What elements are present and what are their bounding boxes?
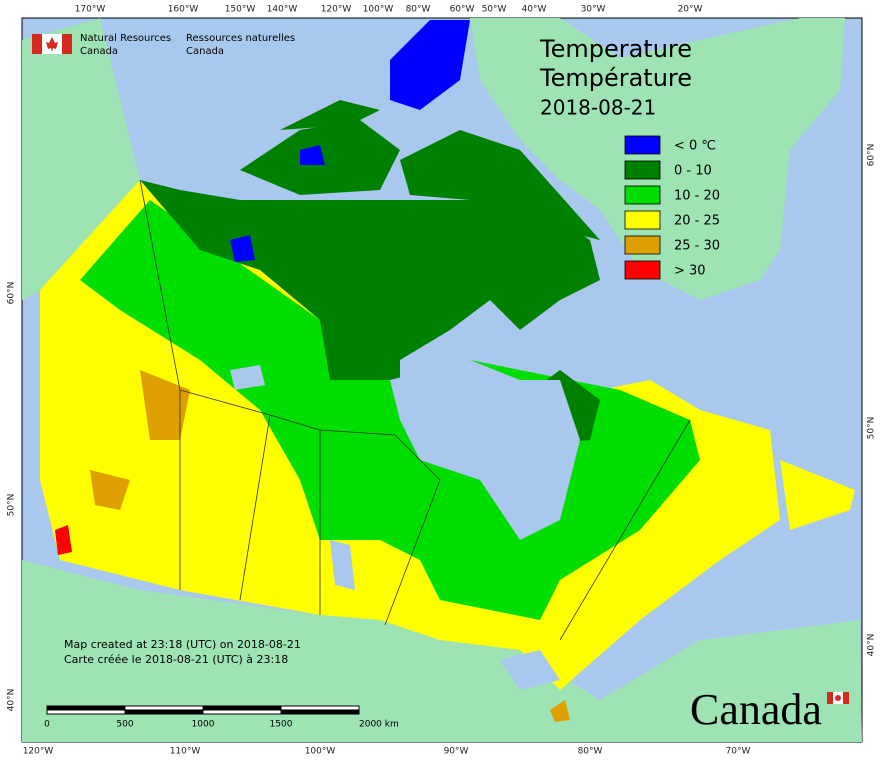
legend-swatch xyxy=(624,210,661,230)
zone xyxy=(390,20,470,110)
credit: Carte créée le 2018-08-21 (UTC) à 23:18 xyxy=(64,653,288,666)
zone xyxy=(780,460,855,530)
graticule-label: 100°W xyxy=(363,5,394,15)
zone xyxy=(400,130,600,240)
graticule-label: 60°N xyxy=(867,144,877,167)
graticule-label: 30°W xyxy=(581,5,606,15)
foreign-land xyxy=(22,18,862,742)
legend-label: > 30 xyxy=(674,264,706,279)
graticule-label: 60°W xyxy=(450,5,475,15)
legend-swatch xyxy=(624,260,661,280)
graticule-label: 60°N xyxy=(7,282,17,305)
graticule-label: 70°W xyxy=(726,747,751,757)
legend-swatch xyxy=(624,160,661,180)
zone xyxy=(230,235,255,262)
legend-label: 0 - 10 xyxy=(674,164,712,179)
graticule-label: 80°W xyxy=(578,747,603,757)
zone xyxy=(280,100,380,130)
graticule-label: 40°N xyxy=(867,634,877,657)
legend-label: < 0 ℃ xyxy=(674,139,716,154)
graticule-label: 120°W xyxy=(321,5,352,15)
wordmark: Canada xyxy=(690,685,822,734)
legend-swatch xyxy=(624,135,661,155)
legend-swatch xyxy=(624,235,661,255)
credit: Map created at 23:18 (UTC) on 2018-08-21 xyxy=(64,638,301,651)
legend: < 0 ℃ 0 - 10 10 - 20 20 - 25 25 - 30 > 30 xyxy=(624,135,720,280)
legend-label: 10 - 20 xyxy=(674,189,720,204)
legend-swatch xyxy=(624,185,661,205)
canada-flag xyxy=(827,692,849,704)
graticule-label: 80°W xyxy=(406,5,431,15)
graticule-label: 50°W xyxy=(482,5,507,15)
graticule-label: 90°W xyxy=(444,747,469,757)
graticule-label: 140°W xyxy=(267,5,298,15)
nrcan-flag xyxy=(32,34,72,54)
title: Température xyxy=(539,64,692,92)
scale-label: 500 xyxy=(116,720,133,730)
scale-labels: 0 500 1000 1500 2000 km xyxy=(44,720,399,730)
scale-label: 1000 xyxy=(192,720,215,730)
zone xyxy=(55,525,72,555)
legend-label: 25 - 30 xyxy=(674,239,720,254)
graticule-label: 150°W xyxy=(225,5,256,15)
date: 2018-08-21 xyxy=(540,96,656,120)
graticule-label: 110°W xyxy=(170,747,201,757)
graticule-label: 50°N xyxy=(867,417,877,440)
zone xyxy=(300,145,325,165)
graticule-label: 50°N xyxy=(7,494,17,517)
graticule-labels: 170°W 160°W 150°W 140°W 120°W 100°W 80°W 60°W 50… xyxy=(7,5,877,757)
graticule-label: 120°W xyxy=(23,747,54,757)
zone xyxy=(140,370,190,440)
water-bodies xyxy=(230,360,580,690)
header-fr: Canada xyxy=(186,46,224,57)
graticule-label: 40°N xyxy=(7,689,17,712)
graticule-label: 40°W xyxy=(522,5,547,15)
graticule-label: 170°W xyxy=(75,5,106,15)
header-en: Natural Resources xyxy=(80,33,171,44)
scale-label: 1500 xyxy=(270,720,293,730)
title: Temperature xyxy=(539,35,692,63)
legend-label: 20 - 25 xyxy=(674,214,720,229)
zone xyxy=(550,700,570,722)
scale-label: 0 xyxy=(44,720,50,730)
graticule-label: 160°W xyxy=(168,5,199,15)
scale-bar xyxy=(46,705,360,715)
province-borders xyxy=(139,179,691,641)
scale-label: 2000 km xyxy=(359,720,399,730)
graticule-label: 20°W xyxy=(678,5,703,15)
header-en: Canada xyxy=(80,46,118,57)
zone xyxy=(140,180,600,380)
zone xyxy=(90,470,130,510)
graticule-label: 100°W xyxy=(305,747,336,757)
header-fr: Ressources naturelles xyxy=(186,33,295,44)
